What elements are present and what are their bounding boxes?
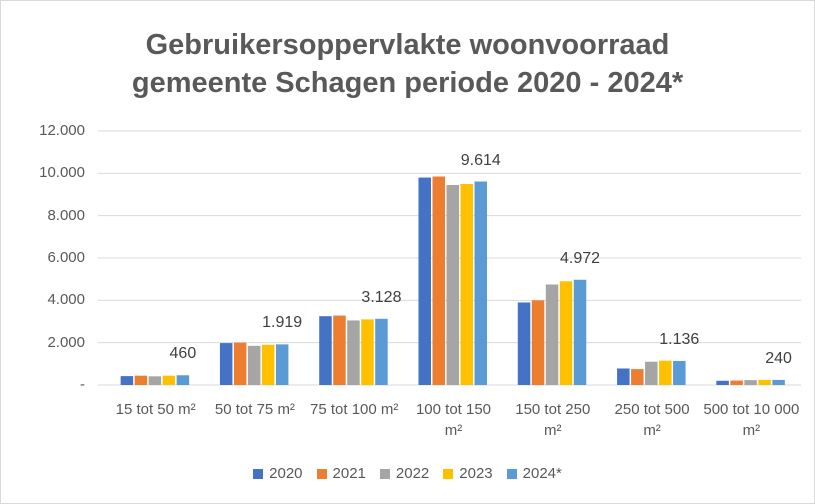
- bar: [333, 315, 346, 385]
- bar: [772, 379, 785, 385]
- legend-label: 2021: [332, 465, 366, 482]
- bar: [673, 360, 686, 385]
- bar: [261, 344, 275, 385]
- legend-swatch: [253, 468, 264, 479]
- legend-label: 2023: [459, 465, 493, 482]
- bar: [474, 181, 487, 385]
- bar: [134, 375, 148, 385]
- bar: [631, 369, 644, 385]
- data-label: 460: [169, 345, 197, 363]
- bar: [645, 361, 658, 385]
- bar: [219, 343, 233, 385]
- bar: [375, 318, 388, 385]
- bar: [432, 176, 445, 385]
- bar: [275, 344, 289, 385]
- bar: [176, 375, 190, 385]
- bar: [460, 183, 473, 385]
- x-tick-label: 50 tot 75 m²: [214, 401, 295, 418]
- bar: [573, 279, 587, 385]
- data-label: 9.614: [460, 151, 501, 169]
- data-label: 4.972: [560, 249, 601, 267]
- bar: [730, 380, 743, 385]
- data-label: 1.919: [262, 314, 303, 332]
- bar: [517, 302, 531, 385]
- legend-label: 2024*: [522, 465, 562, 482]
- data-label: 3.128: [361, 288, 402, 306]
- y-tick-label: 8.000: [47, 206, 85, 224]
- x-tick-label: 15 tot 50 m²: [115, 401, 196, 418]
- legend-swatch: [379, 468, 390, 479]
- bar: [148, 376, 162, 385]
- bar: [617, 368, 630, 385]
- y-tick-label: 4.000: [47, 291, 85, 309]
- legend-label: 2020: [269, 465, 303, 482]
- bar: [319, 316, 332, 385]
- x-tick-label: 250 tot 500 m²: [614, 401, 690, 439]
- bar: [531, 300, 545, 385]
- legend: 2020 2021 2022 2023 2024*: [1, 465, 814, 482]
- bar: [744, 380, 757, 385]
- legend-item: 2020: [253, 465, 303, 482]
- bar: [120, 376, 134, 385]
- legend-item: 2024*: [506, 465, 562, 482]
- chart-title: Gebruikersoppervlakte woonvoorraad: [145, 29, 670, 61]
- chart-title: gemeente Schagen periode 2020 - 2024*: [131, 67, 684, 99]
- legend-item: 2021: [316, 465, 366, 482]
- y-tick-label: 2.000: [47, 333, 85, 351]
- bar: [361, 319, 374, 385]
- legend-swatch: [443, 468, 454, 479]
- y-tick-label: 10.000: [39, 164, 85, 182]
- x-tick-label: 150 tot 250 m²: [515, 401, 591, 439]
- bar: [347, 320, 360, 385]
- legend-item: 2023: [443, 465, 493, 482]
- bar: [446, 184, 459, 385]
- x-tick-label: 500 tot 10 000 m²: [703, 401, 800, 439]
- x-tick-label: 100 tot 150 m²: [415, 401, 492, 439]
- y-tick-label: -: [80, 376, 85, 393]
- data-label: 1.136: [659, 330, 700, 348]
- x-tick-label: 75 tot 100 m²: [310, 401, 399, 418]
- bar: [162, 375, 176, 385]
- y-tick-label: 12.000: [39, 122, 85, 139]
- bar: [545, 284, 559, 385]
- legend-swatch: [316, 468, 327, 479]
- data-label: 240: [765, 349, 792, 367]
- y-tick-label: 6.000: [47, 249, 85, 266]
- legend-item: 2022: [379, 465, 430, 482]
- bar: [716, 380, 729, 385]
- bar: [758, 379, 771, 385]
- legend-label: 2022: [395, 465, 430, 482]
- bar: [559, 281, 573, 385]
- bar: [659, 360, 672, 385]
- bar: [233, 342, 247, 385]
- bar: [418, 177, 431, 385]
- bar: [247, 345, 261, 385]
- legend-swatch: [506, 468, 517, 479]
